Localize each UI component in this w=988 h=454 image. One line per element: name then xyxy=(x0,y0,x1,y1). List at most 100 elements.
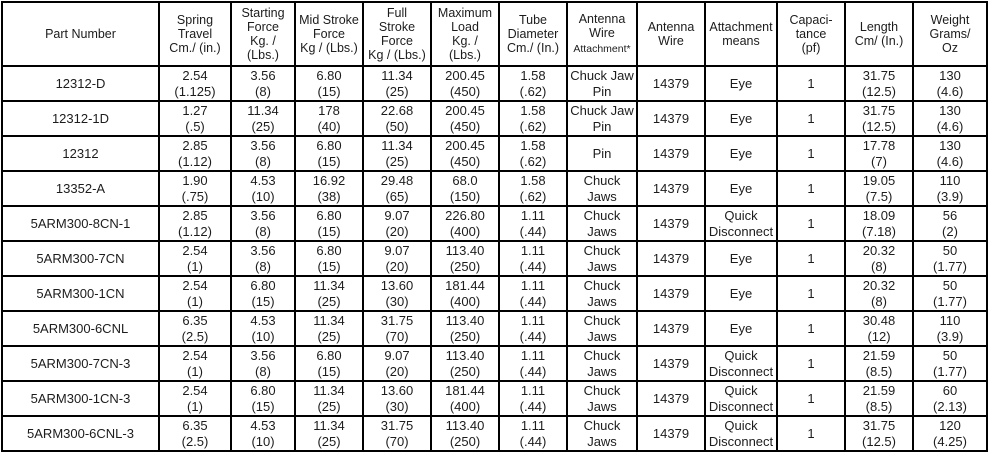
cell-capacitance: 1 xyxy=(776,275,846,312)
cell-antenna-wire: 14379 xyxy=(636,65,706,102)
cell-capacitance: 1 xyxy=(776,100,846,137)
cell-full-stroke-force: 9.07 (20) xyxy=(362,205,432,242)
cell-tube-diameter: 1.58 (.62) xyxy=(498,170,568,207)
cell-maximum-load: 113.40 (250) xyxy=(430,345,500,382)
column-header-capacitance: Capaci- tance (pf) xyxy=(776,1,846,67)
column-header-part-number: Part Number xyxy=(1,1,160,67)
cell-mid-stroke-force: 6.80 (15) xyxy=(294,240,364,277)
cell-capacitance: 1 xyxy=(776,240,846,277)
cell-capacitance: 1 xyxy=(776,135,846,172)
column-label: Maximum Load Kg. / (Lbs.) xyxy=(437,6,493,62)
cell-weight: 130 (4.6) xyxy=(912,135,988,172)
cell-weight: 110 (3.9) xyxy=(912,310,988,347)
cell-antenna-wire-attachment: Chuck Jaw Pin xyxy=(566,100,638,137)
cell-length: 19.05 (7.5) xyxy=(844,170,914,207)
cell-antenna-wire-attachment: Chuck Jaws xyxy=(566,415,638,452)
cell-length: 31.75 (12.5) xyxy=(844,65,914,102)
cell-capacitance: 1 xyxy=(776,415,846,452)
cell-length: 30.48 (12) xyxy=(844,310,914,347)
cell-attachment-means: Quick Disconnect xyxy=(704,345,778,382)
column-header-tube-diameter: Tube Diameter Cm./ (In.) xyxy=(498,1,568,67)
cell-full-stroke-force: 13.60 (30) xyxy=(362,380,432,417)
column-label: Attachment means xyxy=(709,20,773,48)
cell-maximum-load: 113.40 (250) xyxy=(430,310,500,347)
cell-full-stroke-force: 22.68 (50) xyxy=(362,100,432,137)
column-header-starting-force: Starting Force Kg. / (Lbs.) xyxy=(230,1,296,67)
cell-antenna-wire: 14379 xyxy=(636,170,706,207)
cell-antenna-wire: 14379 xyxy=(636,100,706,137)
cell-mid-stroke-force: 16.92 (38) xyxy=(294,170,364,207)
cell-part-number: 12312 xyxy=(1,135,160,172)
column-label: Weight Grams/ Oz xyxy=(929,13,971,55)
cell-weight: 130 (4.6) xyxy=(912,65,988,102)
cell-antenna-wire: 14379 xyxy=(636,415,706,452)
cell-starting-force: 3.56 (8) xyxy=(230,240,296,277)
cell-antenna-wire-attachment: Chuck Jaws xyxy=(566,310,638,347)
cell-mid-stroke-force: 11.34 (25) xyxy=(294,380,364,417)
cell-tube-diameter: 1.58 (.62) xyxy=(498,65,568,102)
cell-spring-travel: 6.35 (2.5) xyxy=(158,415,232,452)
cell-full-stroke-force: 11.34 (25) xyxy=(362,135,432,172)
cell-capacitance: 1 xyxy=(776,170,846,207)
cell-length: 18.09 (7.18) xyxy=(844,205,914,242)
cell-spring-travel: 1.90 (.75) xyxy=(158,170,232,207)
cell-antenna-wire-attachment: Pin xyxy=(566,135,638,172)
cell-weight: 50 (1.77) xyxy=(912,345,988,382)
column-label: Full Stroke Force Kg / (Lbs.) xyxy=(368,6,426,62)
cell-antenna-wire: 14379 xyxy=(636,135,706,172)
cell-full-stroke-force: 31.75 (70) xyxy=(362,310,432,347)
cell-full-stroke-force: 31.75 (70) xyxy=(362,415,432,452)
cell-tube-diameter: 1.11 (.44) xyxy=(498,345,568,382)
cell-maximum-load: 68.0 (150) xyxy=(430,170,500,207)
table-header: Part Number Spring Travel Cm./ (in.) Start… xyxy=(1,1,988,67)
cell-part-number: 5ARM300-7CN xyxy=(1,240,160,277)
cell-spring-travel: 2.54 (1.125) xyxy=(158,65,232,102)
table-row: 5ARM300-8CN-1 2.85 (1.12) 3.56 (8) 6.80 (15… xyxy=(1,205,988,242)
cell-full-stroke-force: 11.34 (25) xyxy=(362,65,432,102)
column-header-antenna-wire: Antenna Wire xyxy=(636,1,706,67)
cell-maximum-load: 181.44 (400) xyxy=(430,380,500,417)
cell-tube-diameter: 1.11 (.44) xyxy=(498,380,568,417)
cell-spring-travel: 2.85 (1.12) xyxy=(158,135,232,172)
table-row: 13352-A 1.90 (.75) 4.53 (10) 16.92 (38) 29.4… xyxy=(1,170,988,207)
column-header-maximum-load: Maximum Load Kg. / (Lbs.) xyxy=(430,1,500,67)
cell-full-stroke-force: 9.07 (20) xyxy=(362,345,432,382)
cell-attachment-means: Eye xyxy=(704,65,778,102)
cell-antenna-wire-attachment: Chuck Jaw Pin xyxy=(566,65,638,102)
cell-length: 20.32 (8) xyxy=(844,275,914,312)
cell-spring-travel: 2.85 (1.12) xyxy=(158,205,232,242)
cell-capacitance: 1 xyxy=(776,205,846,242)
cell-maximum-load: 200.45 (450) xyxy=(430,65,500,102)
table-row: 5ARM300-1CN-3 2.54 (1) 6.80 (15) 11.34 (25)… xyxy=(1,380,988,417)
cell-part-number: 5ARM300-8CN-1 xyxy=(1,205,160,242)
cell-tube-diameter: 1.11 (.44) xyxy=(498,415,568,452)
column-label: Capaci- tance (pf) xyxy=(789,13,833,55)
cell-part-number: 12312-D xyxy=(1,65,160,102)
cell-attachment-means: Eye xyxy=(704,100,778,137)
table-row: 5ARM300-6CNL 6.35 (2.5) 4.53 (10) 11.34 (25… xyxy=(1,310,988,347)
table-row: 12312-1D 1.27 (.5) 11.34 (25) 178 (40) 22.68… xyxy=(1,100,988,137)
cell-maximum-load: 200.45 (450) xyxy=(430,135,500,172)
cell-mid-stroke-force: 6.80 (15) xyxy=(294,205,364,242)
cell-starting-force: 4.53 (10) xyxy=(230,170,296,207)
cell-length: 20.32 (8) xyxy=(844,240,914,277)
cell-mid-stroke-force: 6.80 (15) xyxy=(294,345,364,382)
cell-starting-force: 3.56 (8) xyxy=(230,135,296,172)
table-row: 5ARM300-7CN 2.54 (1) 3.56 (8) 6.80 (15) 9.07… xyxy=(1,240,988,277)
column-label: Mid Stroke Force Kg / (Lbs.) xyxy=(299,13,359,55)
cell-length: 21.59 (8.5) xyxy=(844,345,914,382)
cell-spring-travel: 2.54 (1) xyxy=(158,380,232,417)
cell-starting-force: 6.80 (15) xyxy=(230,275,296,312)
column-label: Part Number xyxy=(45,27,116,41)
table-row: 12312 2.85 (1.12) 3.56 (8) 6.80 (15) 11.34 (… xyxy=(1,135,988,172)
column-header-attachment-means: Attachment means xyxy=(704,1,778,67)
cell-starting-force: 3.56 (8) xyxy=(230,65,296,102)
cell-attachment-means: Quick Disconnect xyxy=(704,380,778,417)
column-header-antenna-wire-attachment: Antenna Wire Attachment* xyxy=(566,1,638,67)
table-row: 5ARM300-6CNL-3 6.35 (2.5) 4.53 (10) 11.34 (… xyxy=(1,415,988,452)
cell-starting-force: 3.56 (8) xyxy=(230,345,296,382)
cell-attachment-means: Quick Disconnect xyxy=(704,415,778,452)
column-label: Length Cm/ (In.) xyxy=(854,20,904,48)
cell-antenna-wire-attachment: Chuck Jaws xyxy=(566,380,638,417)
